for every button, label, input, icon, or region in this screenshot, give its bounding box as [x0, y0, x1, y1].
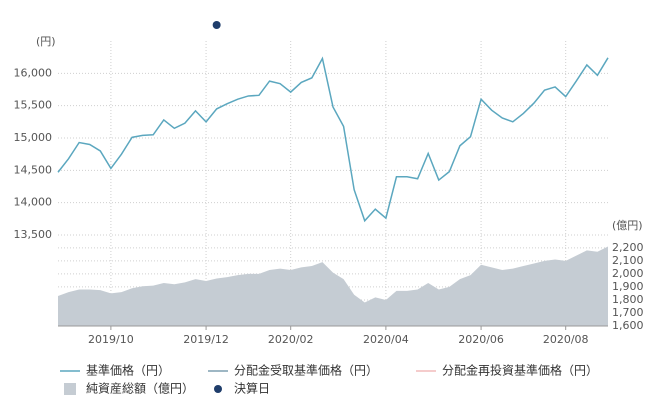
y-tick-label: 14,000 — [14, 196, 53, 209]
y2-tick-label: 2,000 — [612, 267, 644, 280]
y-unit: (円) — [36, 35, 56, 48]
y-tick-label: 15,500 — [14, 99, 53, 112]
legend-label: 基準価格（円） — [86, 363, 170, 378]
legend-swatch — [64, 383, 76, 395]
y2-tick-label: 1,900 — [612, 280, 644, 293]
x-tick-label: 2020/06 — [458, 333, 504, 346]
legend-label: 分配金再投資基準価格（円） — [442, 363, 598, 378]
x-tick-label: 2019/12 — [183, 333, 229, 346]
legend-label: 分配金受取基準価格（円） — [234, 363, 378, 378]
price-line — [57, 56, 609, 223]
legend-swatch — [214, 385, 222, 393]
settlement-marker — [212, 21, 221, 29]
y2-tick-label: 1,700 — [612, 306, 644, 319]
y2-tick-label: 2,200 — [612, 241, 644, 254]
y2-tick-label: 1,800 — [612, 293, 644, 306]
legend-label: 純資産総額（億円） — [86, 381, 194, 396]
y-tick-label: 16,000 — [14, 66, 53, 79]
x-tick-label: 2020/08 — [543, 333, 589, 346]
x-tick-label: 2019/10 — [88, 333, 134, 346]
x-tick-label: 2020/02 — [268, 333, 314, 346]
x-tick-label: 2020/04 — [363, 333, 409, 346]
y-tick-label: 14,500 — [14, 163, 53, 176]
y2-tick-label: 2,100 — [612, 254, 644, 267]
net-assets-area — [58, 246, 608, 326]
y2-unit: (億円) — [612, 219, 643, 232]
legend-label: 決算日 — [234, 381, 270, 396]
y-tick-label: 13,500 — [14, 228, 53, 241]
y-tick-label: 15,000 — [14, 131, 53, 144]
y2-tick-label: 1,600 — [612, 319, 644, 332]
